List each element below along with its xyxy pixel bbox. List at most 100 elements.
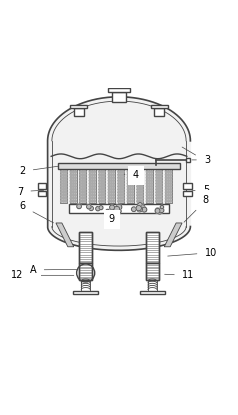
Circle shape <box>99 206 103 210</box>
Circle shape <box>160 171 162 173</box>
Circle shape <box>151 191 153 193</box>
Circle shape <box>89 188 91 190</box>
Circle shape <box>118 191 120 193</box>
Circle shape <box>94 180 95 181</box>
Circle shape <box>129 177 131 178</box>
Circle shape <box>118 168 120 170</box>
Circle shape <box>132 194 134 196</box>
Circle shape <box>118 200 120 202</box>
Circle shape <box>61 198 63 199</box>
Circle shape <box>118 177 120 178</box>
Circle shape <box>82 198 84 199</box>
Circle shape <box>156 183 158 185</box>
Circle shape <box>89 168 91 170</box>
Circle shape <box>108 200 110 202</box>
Circle shape <box>110 205 114 210</box>
Circle shape <box>82 200 84 202</box>
Circle shape <box>122 198 124 199</box>
Circle shape <box>165 177 167 178</box>
Circle shape <box>61 171 63 173</box>
Circle shape <box>120 186 122 188</box>
Text: A: A <box>30 265 77 275</box>
Text: 7: 7 <box>17 187 44 197</box>
Bar <box>146 264 159 280</box>
Circle shape <box>89 171 91 173</box>
Bar <box>146 167 153 203</box>
Circle shape <box>165 183 167 185</box>
Circle shape <box>108 168 110 170</box>
Circle shape <box>165 200 167 202</box>
Circle shape <box>151 200 153 202</box>
Circle shape <box>136 205 141 211</box>
Circle shape <box>103 174 105 176</box>
Circle shape <box>118 183 120 185</box>
Circle shape <box>110 198 112 199</box>
Circle shape <box>170 168 172 170</box>
Circle shape <box>110 171 112 173</box>
Circle shape <box>159 208 164 212</box>
Circle shape <box>158 194 160 196</box>
Circle shape <box>149 180 150 181</box>
Circle shape <box>127 171 129 173</box>
Circle shape <box>132 207 136 212</box>
Circle shape <box>108 198 110 199</box>
Circle shape <box>160 174 162 176</box>
Circle shape <box>114 206 120 212</box>
Circle shape <box>82 180 84 181</box>
Circle shape <box>65 188 67 190</box>
Circle shape <box>101 180 103 181</box>
Bar <box>154 108 164 116</box>
Circle shape <box>109 210 113 214</box>
Circle shape <box>122 194 124 196</box>
Circle shape <box>141 200 143 202</box>
Circle shape <box>72 198 74 199</box>
Circle shape <box>84 200 86 202</box>
Circle shape <box>160 194 162 196</box>
Polygon shape <box>164 223 182 247</box>
Circle shape <box>72 168 74 170</box>
Circle shape <box>108 191 110 193</box>
Circle shape <box>103 191 105 193</box>
Circle shape <box>146 174 148 176</box>
Circle shape <box>80 186 82 188</box>
Circle shape <box>80 174 82 176</box>
Circle shape <box>146 168 148 170</box>
Circle shape <box>139 174 141 176</box>
Circle shape <box>108 171 110 173</box>
Circle shape <box>165 188 167 190</box>
Circle shape <box>80 200 82 202</box>
Circle shape <box>101 177 103 178</box>
Circle shape <box>156 171 158 173</box>
Circle shape <box>132 174 134 176</box>
Circle shape <box>113 191 114 193</box>
Circle shape <box>160 186 162 188</box>
Bar <box>118 167 124 203</box>
Circle shape <box>141 188 143 190</box>
Bar <box>183 190 192 196</box>
Circle shape <box>113 200 114 202</box>
Circle shape <box>110 200 112 202</box>
Circle shape <box>113 183 114 185</box>
Circle shape <box>127 194 129 196</box>
Bar <box>108 167 115 203</box>
Circle shape <box>80 188 82 190</box>
Circle shape <box>137 177 139 178</box>
Circle shape <box>139 198 141 199</box>
Circle shape <box>72 171 74 173</box>
Circle shape <box>94 191 95 193</box>
Circle shape <box>149 200 150 202</box>
Circle shape <box>137 191 139 193</box>
Bar <box>79 264 92 280</box>
Circle shape <box>158 191 160 193</box>
Circle shape <box>94 200 95 202</box>
Circle shape <box>165 198 167 199</box>
Circle shape <box>82 168 84 170</box>
Text: 5: 5 <box>192 186 209 195</box>
Circle shape <box>151 180 153 181</box>
Circle shape <box>140 205 145 210</box>
Circle shape <box>70 171 72 173</box>
Circle shape <box>149 174 150 176</box>
Circle shape <box>101 188 103 190</box>
Circle shape <box>149 194 150 196</box>
Circle shape <box>94 186 95 188</box>
